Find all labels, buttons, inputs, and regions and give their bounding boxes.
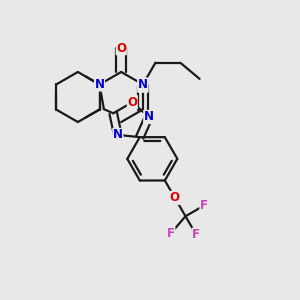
Text: N: N [113, 128, 123, 141]
Text: O: O [116, 42, 126, 55]
Text: O: O [127, 96, 137, 109]
Text: N: N [138, 78, 148, 91]
Text: F: F [200, 199, 208, 212]
Text: N: N [94, 78, 104, 91]
Text: O: O [170, 191, 180, 204]
Text: O: O [138, 79, 148, 92]
Text: F: F [192, 228, 200, 241]
Text: F: F [167, 227, 175, 240]
Text: N: N [144, 110, 154, 124]
